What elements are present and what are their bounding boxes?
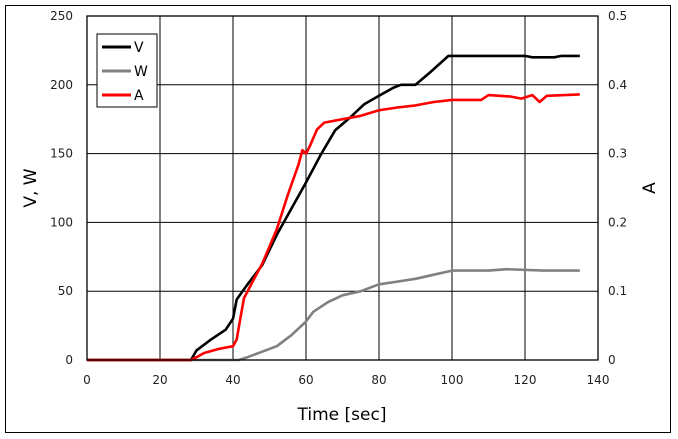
y2-tick-label: 0.5 xyxy=(608,9,627,23)
legend: VWA xyxy=(96,33,158,108)
x-tick-label: 100 xyxy=(441,373,464,387)
y2-tick-label: 0.4 xyxy=(608,78,627,92)
x-tick-label: 0 xyxy=(83,373,91,387)
x-tick-label: 20 xyxy=(152,373,167,387)
y2-tick-label: 0.1 xyxy=(608,284,627,298)
y2-axis-title: A xyxy=(640,182,660,194)
y-tick-label: 150 xyxy=(50,147,73,161)
x-tick-label: 120 xyxy=(514,373,537,387)
legend-label-v: V xyxy=(134,40,144,56)
y2-tick-label: 0.3 xyxy=(608,147,627,161)
y2-axis-ticks: 0 0.1 0.2 0.3 0.4 0.5 xyxy=(608,9,627,367)
y2-tick-label: 0.2 xyxy=(608,215,627,229)
x-tick-label: 40 xyxy=(225,373,240,387)
plot-area-border xyxy=(86,15,599,361)
y-tick-label: 100 xyxy=(50,215,73,229)
legend-label-w: W xyxy=(134,64,148,80)
y-axis-ticks: 0 50 100 150 200 250 xyxy=(50,9,73,367)
x-tick-label: 140 xyxy=(587,373,610,387)
data-series xyxy=(87,54,580,362)
series-line-w xyxy=(87,267,580,362)
x-axis-ticks: 0 20 40 60 80 100 120 140 xyxy=(83,373,609,387)
y-tick-label: 250 xyxy=(50,9,73,23)
x-tick-label: 60 xyxy=(298,373,313,387)
y-tick-label: 200 xyxy=(50,78,73,92)
x-axis-title: Time [sec] xyxy=(297,405,387,425)
grid-lines xyxy=(86,15,599,361)
x-tick-label: 80 xyxy=(371,373,386,387)
y-tick-label: 0 xyxy=(65,353,73,367)
series-line-a xyxy=(87,93,580,362)
y-axis-title: V, W xyxy=(21,168,41,207)
series-line-v xyxy=(87,54,580,362)
y-tick-label: 50 xyxy=(58,284,73,298)
chart-frame xyxy=(5,5,671,433)
y2-tick-label: 0 xyxy=(608,353,616,367)
legend-label-a: A xyxy=(134,88,144,104)
